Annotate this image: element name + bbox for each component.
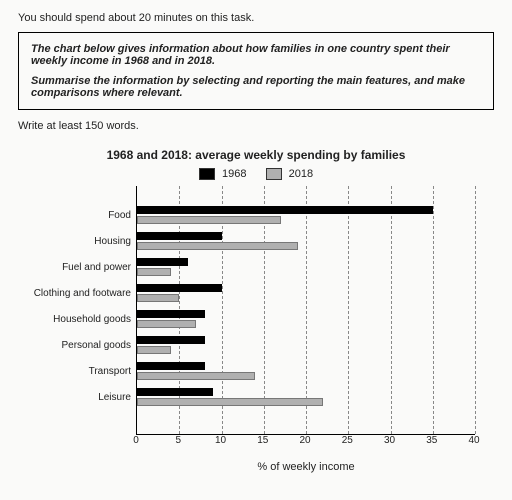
- bar-2018: [137, 398, 323, 406]
- legend-swatch-1968: [199, 168, 215, 180]
- x-tick-label: 15: [257, 435, 268, 446]
- category-row: Fuel and power: [137, 258, 475, 276]
- legend-label-1968: 1968: [222, 168, 246, 180]
- category-label: Housing: [31, 236, 137, 247]
- bar-1968: [137, 232, 222, 240]
- bar-2018: [137, 320, 196, 328]
- category-label: Household goods: [31, 314, 137, 325]
- bar-2018: [137, 268, 171, 276]
- bar-1968: [137, 284, 222, 292]
- category-row: Personal goods: [137, 336, 475, 354]
- x-tick-label: 5: [175, 435, 181, 446]
- x-tick-label: 30: [384, 435, 395, 446]
- category-row: Leisure: [137, 388, 475, 406]
- chart-legend: 1968 2018: [36, 168, 476, 180]
- prompt-line-2: Summarise the information by selecting a…: [31, 75, 481, 99]
- legend-label-2018: 2018: [289, 168, 313, 180]
- category-row: Transport: [137, 362, 475, 380]
- min-words-instruction: Write at least 150 words.: [18, 120, 494, 132]
- category-row: Food: [137, 206, 475, 224]
- x-axis-title: % of weekly income: [136, 461, 476, 473]
- bar-2018: [137, 372, 255, 380]
- x-tick-label: 40: [468, 435, 479, 446]
- category-row: Household goods: [137, 310, 475, 328]
- bar-2018: [137, 346, 171, 354]
- bar-1968: [137, 388, 213, 396]
- x-tick-label: 35: [426, 435, 437, 446]
- bar-1968: [137, 362, 205, 370]
- legend-item-2018: 2018: [266, 168, 314, 180]
- prompt-line-1: The chart below gives information about …: [31, 43, 481, 67]
- bar-2018: [137, 294, 179, 302]
- bar-2018: [137, 242, 298, 250]
- x-tick-label: 10: [215, 435, 226, 446]
- bar-1968: [137, 206, 433, 214]
- x-tick-label: 25: [342, 435, 353, 446]
- grid-line: [475, 186, 476, 434]
- category-label: Fuel and power: [31, 262, 137, 273]
- chart-plot-area: Food Housing Fuel and power Clothing and fo…: [136, 186, 475, 435]
- category-label: Personal goods: [31, 340, 137, 351]
- bar-2018: [137, 216, 281, 224]
- bar-1968: [137, 336, 205, 344]
- bar-1968: [137, 258, 188, 266]
- category-row: Housing: [137, 232, 475, 250]
- bar-1968: [137, 310, 205, 318]
- x-tick-label: 0: [133, 435, 139, 446]
- time-instruction: You should spend about 20 minutes on thi…: [18, 12, 494, 24]
- x-axis-ticks: 0510152025303540: [136, 435, 474, 459]
- legend-item-1968: 1968: [199, 168, 247, 180]
- x-tick-label: 20: [299, 435, 310, 446]
- category-label: Transport: [31, 366, 137, 377]
- category-label: Leisure: [31, 392, 137, 403]
- legend-swatch-2018: [266, 168, 282, 180]
- category-label: Clothing and footware: [31, 288, 137, 299]
- chart-title: 1968 and 2018: average weekly spending b…: [36, 148, 476, 162]
- chart-container: 1968 and 2018: average weekly spending b…: [36, 148, 476, 473]
- task-prompt-box: The chart below gives information about …: [18, 32, 494, 110]
- category-label: Food: [31, 210, 137, 221]
- category-row: Clothing and footware: [137, 284, 475, 302]
